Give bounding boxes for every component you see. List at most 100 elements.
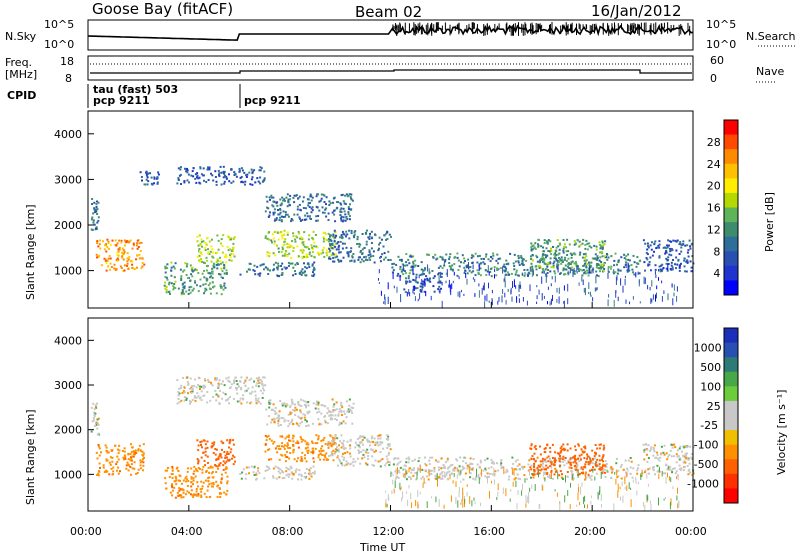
- power-pixel: [523, 269, 526, 271]
- power-pixel: [386, 237, 389, 240]
- velocity-noise-pixel: [665, 476, 667, 484]
- velocity-pixel: [117, 458, 120, 461]
- velocity-pixel: [675, 453, 678, 456]
- velocity-pixel: [540, 463, 543, 466]
- power-noise-pixel: [408, 289, 410, 295]
- power-pixel: [666, 259, 669, 261]
- velocity-pixel: [229, 396, 231, 398]
- power-pixel: [324, 238, 327, 241]
- velocity-pixel: [196, 392, 199, 395]
- power-pixel: [556, 259, 559, 262]
- velocity-noise-pixel: [431, 496, 433, 499]
- power-plot-background: [88, 111, 693, 308]
- velocity-pixel: [555, 469, 558, 472]
- velocity-pixel: [642, 443, 645, 446]
- power-pixel: [332, 253, 335, 256]
- power-pixel: [648, 263, 651, 266]
- power-pixel: [304, 214, 307, 217]
- velocity-pixel: [486, 457, 489, 460]
- power-pixel: [348, 237, 351, 240]
- power-pixel: [126, 262, 129, 265]
- velocity-noise-pixel: [509, 498, 511, 502]
- velocity-pixel: [367, 452, 370, 454]
- velocity-noise-pixel: [452, 480, 454, 484]
- power-pixel: [294, 240, 297, 243]
- velocity-pixel: [585, 477, 588, 480]
- velocity-pixel: [347, 462, 349, 465]
- velocity-pixel: [206, 446, 209, 449]
- power-pixel: [118, 246, 121, 249]
- velocity-pixel: [246, 401, 249, 404]
- velocity-pixel: [324, 456, 327, 459]
- power-pixel: [329, 235, 331, 238]
- velocity-pixel: [345, 460, 348, 463]
- velocity-pixel: [380, 459, 383, 462]
- velocity-pixel: [311, 451, 314, 454]
- velocity-pixel: [289, 406, 292, 409]
- velocity-pixel: [292, 435, 295, 438]
- velocity-pixel: [566, 471, 569, 473]
- velocity-pixel: [218, 463, 221, 466]
- velocity-pixel: [111, 456, 114, 459]
- power-pixel: [667, 239, 670, 242]
- velocity-colorbar-tick: 100: [700, 380, 721, 393]
- power-pixel: [181, 283, 184, 286]
- power-pixel: [466, 272, 469, 275]
- velocity-pixel: [102, 464, 105, 467]
- velocity-pixel: [222, 442, 225, 445]
- power-pixel: [548, 250, 551, 253]
- velocity-pixel: [244, 477, 247, 480]
- velocity-pixel: [632, 467, 635, 470]
- velocity-pixel: [666, 458, 669, 461]
- velocity-noise-pixel: [663, 498, 665, 501]
- power-pixel: [156, 182, 159, 185]
- power-pixel: [279, 211, 282, 214]
- velocity-pixel: [289, 439, 292, 442]
- velocity-pixel: [459, 472, 461, 475]
- velocity-pixel: [305, 406, 308, 409]
- velocity-pixel: [453, 469, 456, 472]
- velocity-pixel: [188, 387, 191, 390]
- power-noise-pixel: [543, 270, 545, 274]
- velocity-pixel: [320, 449, 323, 452]
- velocity-pixel: [227, 397, 230, 400]
- power-pixel: [680, 262, 682, 265]
- velocity-noise-pixel: [417, 467, 419, 470]
- velocity-pixel: [326, 407, 329, 410]
- velocity-pixel: [212, 483, 215, 486]
- power-pixel: [589, 271, 592, 274]
- velocity-pixel: [281, 402, 284, 405]
- velocity-pixel: [648, 472, 650, 475]
- power-pixel: [329, 244, 332, 247]
- power-pixel: [512, 262, 515, 265]
- power-pixel: [313, 266, 316, 269]
- velocity-pixel: [519, 478, 522, 481]
- velocity-pixel: [225, 466, 228, 469]
- power-pixel: [398, 258, 401, 261]
- power-pixel: [299, 249, 302, 252]
- power-pixel: [610, 255, 613, 258]
- velocity-noise-pixel: [419, 465, 421, 473]
- velocity-pixel: [97, 474, 100, 477]
- power-pixel: [331, 247, 334, 250]
- power-pixel: [571, 260, 574, 263]
- power-pixel: [323, 211, 326, 214]
- velocity-pixel: [317, 456, 320, 459]
- velocity-pixel: [305, 443, 308, 446]
- power-noise-pixel: [627, 262, 629, 270]
- velocity-pixel: [338, 458, 341, 461]
- power-pixel: [504, 266, 507, 269]
- velocity-pixel: [386, 434, 389, 437]
- velocity-pixel: [262, 387, 265, 390]
- velocity-pixel: [397, 469, 400, 472]
- power-pixel: [583, 272, 586, 275]
- power-pixel: [369, 258, 372, 261]
- power-pixel: [682, 240, 685, 243]
- velocity-pixel: [195, 468, 197, 471]
- velocity-pixel: [281, 442, 284, 445]
- velocity-pixel: [116, 455, 119, 458]
- power-pixel: [378, 236, 381, 239]
- velocity-pixel: [545, 464, 548, 467]
- velocity-pixel: [343, 412, 346, 415]
- velocity-pixel: [534, 445, 537, 448]
